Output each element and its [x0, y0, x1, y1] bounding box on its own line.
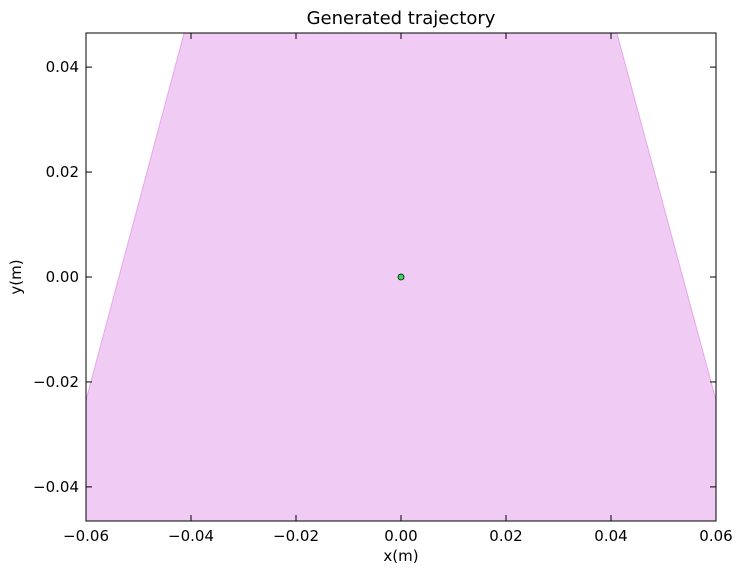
- trajectory-point-0: [397, 273, 405, 281]
- x-tick-label: 0.06: [699, 527, 732, 545]
- x-tick-label: 0.04: [594, 527, 627, 545]
- y-tick-label: 0.02: [46, 163, 79, 181]
- x-tick-label: −0.04: [168, 527, 214, 545]
- x-tick-label: −0.06: [63, 527, 109, 545]
- plot-area: [86, 33, 716, 521]
- x-tick-label: 0.02: [489, 527, 522, 545]
- chart-title: Generated trajectory: [307, 8, 496, 29]
- x-axis-label: x(m): [383, 547, 418, 565]
- x-tick-label: −0.02: [273, 527, 319, 545]
- y-axis-label: y(m): [7, 259, 25, 294]
- y-tick-label: 0.04: [46, 58, 79, 76]
- y-tick-label: 0.00: [46, 268, 79, 286]
- y-tick-label: −0.02: [33, 373, 79, 391]
- y-tick-label: −0.04: [33, 478, 79, 496]
- x-tick-label: 0.00: [384, 527, 417, 545]
- axes: −0.06 −0.04 −0.02 0.00 0.02 0.04 0.06 −0.04 −0.0…: [33, 32, 733, 545]
